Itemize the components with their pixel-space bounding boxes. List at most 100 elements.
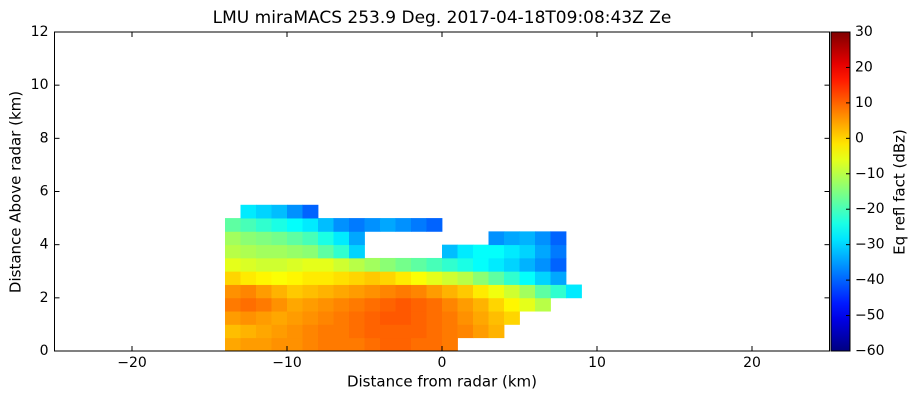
heatmap-cell: [318, 284, 334, 299]
heatmap-cell: [426, 257, 443, 272]
heatmap-cell: [287, 297, 303, 312]
heatmap-cell: [333, 231, 350, 246]
heatmap-cell: [411, 284, 427, 299]
heatmap-cell: [380, 218, 396, 232]
heatmap-cell: [271, 257, 288, 272]
heatmap-cell: [287, 257, 303, 272]
colorbar: [830, 31, 851, 352]
heatmap-cell: [457, 257, 474, 272]
heatmap-cell: [349, 271, 365, 285]
colorbar-tick-label: −60: [855, 343, 885, 359]
y-tick-label: 4: [40, 237, 49, 253]
heatmap-cell: [457, 271, 474, 285]
heatmap-cell: [256, 204, 272, 219]
heatmap-cell: [550, 231, 567, 246]
colorbar-tick-label: −40: [855, 272, 885, 288]
heatmap-cell: [287, 311, 303, 325]
heatmap-cell: [256, 337, 272, 352]
heatmap-cell: [287, 231, 303, 246]
heatmap-cell: [318, 337, 334, 352]
heatmap-cell: [225, 337, 241, 352]
heatmap-cell: [318, 271, 334, 285]
heatmap-cell: [488, 231, 505, 246]
colorbar-tick-label: 10: [855, 95, 873, 111]
heatmap-cell: [457, 324, 474, 339]
heatmap-cell: [519, 231, 536, 246]
heatmap-cell: [395, 218, 412, 232]
heatmap-cell: [333, 284, 350, 299]
heatmap-cell: [504, 297, 520, 312]
heatmap-cell: [395, 337, 412, 352]
heatmap-cell: [535, 271, 551, 285]
heatmap-cell: [333, 244, 350, 259]
heatmap-cell: [566, 284, 582, 299]
heatmap-cell: [504, 244, 520, 259]
y-tick-label: 2: [40, 290, 49, 306]
heatmap-cell: [395, 271, 412, 285]
heatmap-cell: [240, 271, 257, 285]
heatmap-cell: [519, 257, 536, 272]
heatmap-cell: [473, 284, 489, 299]
heatmap-cell: [411, 297, 427, 312]
colorbar-tick-label: −20: [855, 201, 885, 217]
x-axis-label: Distance from radar (km): [347, 373, 537, 391]
heatmap-cell: [550, 244, 567, 259]
heatmap-cell: [395, 311, 412, 325]
heatmap-cell: [426, 271, 443, 285]
heatmap-cell: [271, 284, 288, 299]
colorbar-tick-label: −30: [855, 237, 885, 253]
heatmap-cell: [302, 204, 319, 219]
heatmap-cell: [426, 297, 443, 312]
heatmap-cell: [411, 218, 427, 232]
heatmap-cell: [411, 271, 427, 285]
heatmap-cell: [411, 324, 427, 339]
heatmap-cell: [504, 231, 520, 246]
heatmap-cell: [488, 257, 505, 272]
heatmap-cell: [240, 231, 257, 246]
heatmap-cell: [457, 244, 474, 259]
y-tick-label: 0: [40, 343, 49, 359]
heatmap-cell: [287, 204, 303, 219]
heatmap-cell: [333, 311, 350, 325]
heatmap-cell: [318, 311, 334, 325]
heatmap-cell: [442, 284, 458, 299]
x-tick-label: −20: [117, 355, 147, 371]
heatmap-cell: [256, 244, 272, 259]
heatmap-cell: [550, 257, 567, 272]
heatmap-cell: [426, 284, 443, 299]
heatmap-cell: [302, 297, 319, 312]
heatmap-cell: [287, 324, 303, 339]
heatmap-cell: [256, 218, 272, 232]
heatmap-cell: [442, 324, 458, 339]
heatmap-cell: [271, 231, 288, 246]
heatmap-cell: [225, 271, 241, 285]
colorbar-tick-label: 0: [855, 130, 864, 146]
heatmap-cell: [411, 337, 427, 352]
heatmap-cell: [256, 231, 272, 246]
heatmap-cell: [473, 257, 489, 272]
heatmap-cell: [333, 257, 350, 272]
heatmap-cell: [271, 324, 288, 339]
heatmap-cell: [550, 271, 567, 285]
colorbar-tick-label: −50: [855, 308, 885, 324]
heatmap-cell: [426, 337, 443, 352]
heatmap-cell: [256, 284, 272, 299]
heatmap-cell: [302, 311, 319, 325]
heatmap-cell: [457, 297, 474, 312]
heatmap-cell: [225, 231, 241, 246]
heatmap-cell: [457, 311, 474, 325]
heatmap-cell: [364, 297, 381, 312]
heatmap-cell: [380, 337, 396, 352]
heatmap-cell: [535, 297, 551, 312]
heatmap-cell: [473, 271, 489, 285]
heatmap-cell: [488, 271, 505, 285]
heatmap-cell: [302, 284, 319, 299]
heatmap-cell: [426, 324, 443, 339]
heatmap-cell: [349, 257, 365, 272]
heatmap-cell: [349, 284, 365, 299]
colorbar-tick-label: 20: [855, 59, 873, 75]
heatmap-cell: [426, 218, 443, 232]
heatmap-cell: [473, 311, 489, 325]
heatmap-cell: [225, 284, 241, 299]
heatmap-cell: [364, 311, 381, 325]
